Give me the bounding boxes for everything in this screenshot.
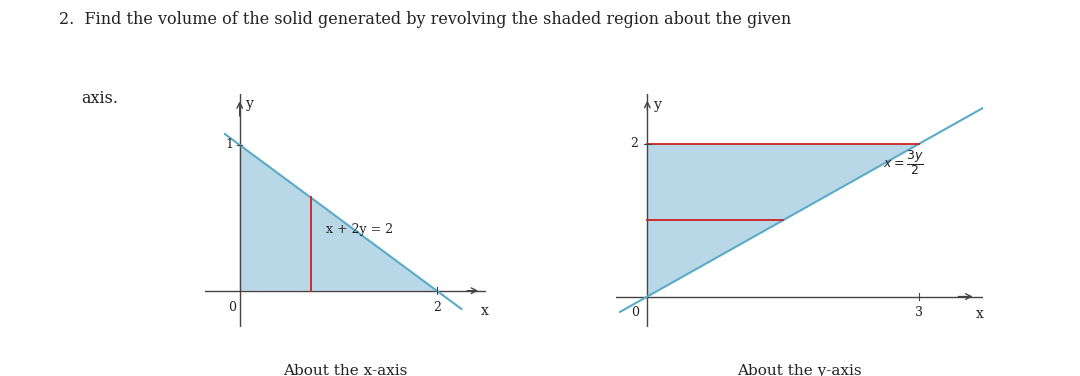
Text: 3: 3	[916, 306, 923, 319]
Text: x + 2y = 2: x + 2y = 2	[326, 223, 393, 236]
Text: About the y-axis: About the y-axis	[737, 364, 862, 376]
Text: x: x	[481, 304, 489, 318]
Polygon shape	[647, 144, 919, 297]
Text: x: x	[975, 307, 984, 321]
Text: y: y	[245, 97, 254, 111]
Text: $x = \dfrac{3y}{2}$: $x = \dfrac{3y}{2}$	[883, 149, 923, 177]
Text: 0: 0	[632, 306, 639, 320]
Text: 2.  Find the volume of the solid generated by revolving the shaded region about : 2. Find the volume of the solid generate…	[59, 11, 792, 28]
Text: axis.: axis.	[81, 90, 118, 107]
Text: About the x-axis: About the x-axis	[283, 364, 408, 376]
Text: 2: 2	[631, 137, 638, 150]
Text: y: y	[653, 98, 662, 112]
Polygon shape	[240, 145, 436, 291]
Text: 0: 0	[228, 301, 235, 314]
Text: 1: 1	[226, 138, 233, 152]
Text: 2: 2	[433, 301, 441, 314]
